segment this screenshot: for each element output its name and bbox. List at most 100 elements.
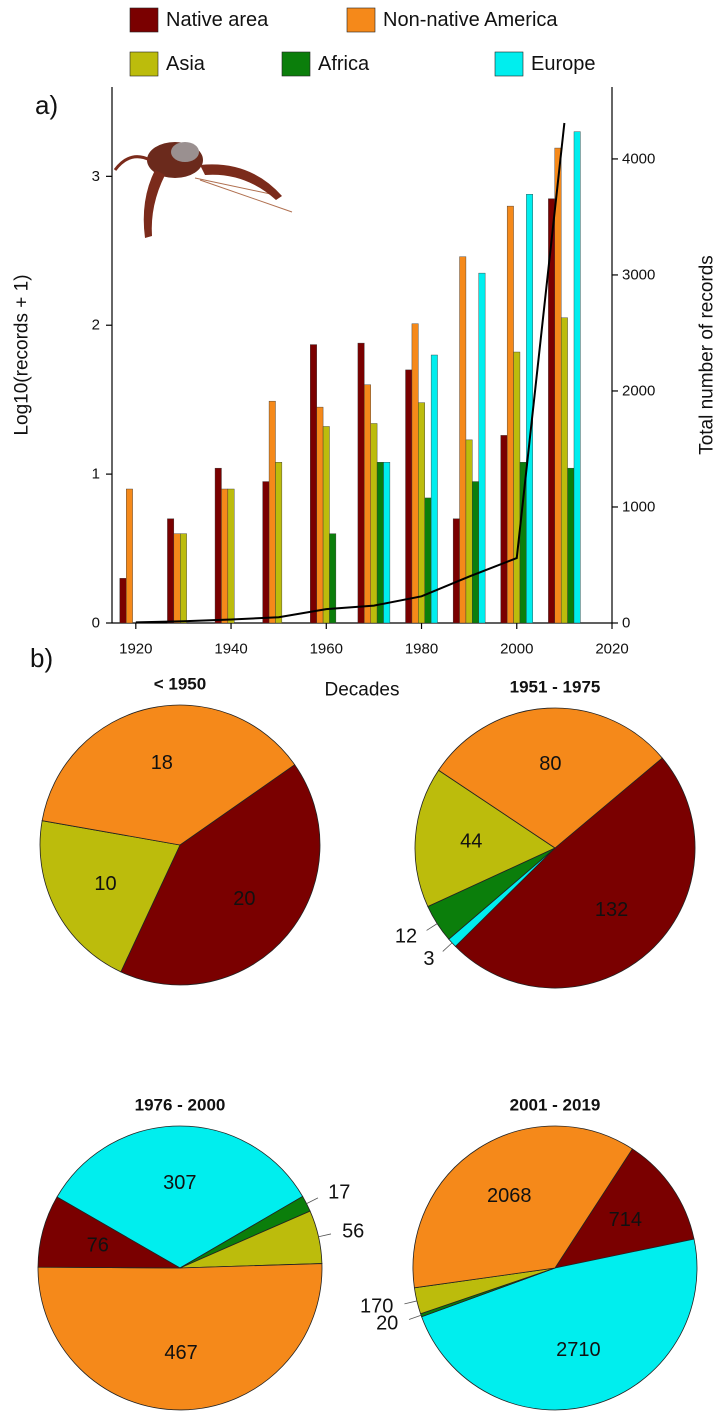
y2-tick-label: 1000 (622, 498, 655, 515)
pie-slice (421, 1238, 698, 1411)
leader-line (318, 1233, 332, 1238)
pie-slice (39, 820, 181, 973)
pie-value-label: 44 (460, 830, 482, 852)
bar (430, 354, 438, 624)
bar (465, 439, 473, 624)
pie-value-label: 132 (595, 899, 628, 921)
bar (180, 533, 187, 624)
legend-swatch (281, 51, 311, 77)
pie-slice (554, 1148, 695, 1269)
bar (554, 147, 562, 624)
legend-label: Europe (531, 53, 596, 75)
x-tick-label: 1920 (119, 641, 152, 658)
pie-value-label: 18 (151, 752, 173, 774)
leg (113, 155, 151, 171)
bar (322, 426, 330, 624)
legend-swatch (494, 51, 524, 77)
x-tick-label: 1940 (214, 641, 247, 658)
leader-line (426, 923, 438, 931)
pie-slice (438, 707, 663, 849)
legend-label: Non-native America (383, 9, 558, 31)
x-tick-label: 1960 (310, 641, 343, 658)
antenna (194, 177, 281, 197)
bar (357, 342, 365, 624)
crayfish-illustration (113, 142, 293, 238)
bar (376, 462, 384, 624)
bar (560, 317, 568, 624)
y2-tick-label: 3000 (622, 266, 655, 283)
leader-line (306, 1197, 319, 1205)
bar (472, 481, 479, 624)
pie-value-label: 3 (423, 948, 434, 970)
legend-swatch (129, 7, 159, 33)
y2-axis-label: Total number of records (697, 255, 718, 455)
pie-value-label: 56 (342, 1220, 364, 1242)
pie-value-label: 714 (609, 1209, 642, 1231)
x-axis-label: Decades (325, 680, 400, 701)
pie-value-label: 307 (163, 1172, 196, 1194)
bar (424, 497, 432, 624)
bar (316, 406, 324, 624)
y-tick-label: 0 (92, 615, 100, 632)
pie-slice (37, 1263, 323, 1411)
y-tick-label: 1 (92, 466, 100, 483)
pie-slice (56, 1125, 304, 1269)
bar (411, 323, 419, 624)
panel-label: b) (30, 643, 53, 673)
y-tick-label: 2 (92, 317, 100, 334)
x-tick-label: 1980 (405, 641, 438, 658)
pie-value-label: 76 (87, 1235, 109, 1257)
bar (478, 272, 486, 624)
pie-value-label: 2068 (487, 1185, 532, 1207)
bar (167, 518, 175, 624)
bar (573, 131, 581, 624)
bar (275, 462, 283, 624)
carapace (171, 142, 199, 162)
y2-tick-label: 2000 (622, 382, 655, 399)
pie-value-label: 20 (376, 1312, 398, 1334)
bar (221, 488, 229, 624)
pie-value-label: 467 (164, 1342, 197, 1364)
pie-title: 1976 - 2000 (135, 1096, 226, 1115)
bar (329, 533, 337, 624)
legend-label: Native area (166, 9, 269, 31)
legend-swatch (346, 7, 376, 33)
pie-slice (454, 757, 696, 989)
antenna (199, 179, 293, 213)
pie-slice (414, 769, 556, 908)
bar (214, 467, 222, 624)
pie-value-label: 20 (233, 888, 255, 910)
bar (383, 462, 391, 624)
y-tick-label: 3 (92, 168, 100, 185)
bar (268, 400, 276, 624)
leader-line (442, 942, 453, 952)
pie-title: 2001 - 2019 (510, 1096, 601, 1115)
legend-label: Africa (318, 53, 370, 75)
bar (310, 344, 317, 624)
pie-value-label: 2710 (556, 1339, 601, 1361)
pie-slice (412, 1125, 633, 1289)
bar (526, 193, 533, 624)
y2-tick-label: 4000 (622, 150, 655, 167)
pie-slice (37, 1196, 182, 1269)
pie-title: < 1950 (154, 675, 206, 694)
bar (459, 256, 467, 624)
bar (262, 481, 270, 624)
bar (452, 518, 460, 624)
total-records-line (135, 122, 566, 624)
x-tick-label: 2000 (500, 641, 533, 658)
pie-value-label: 12 (395, 925, 417, 947)
pie-value-label: 170 (360, 1296, 393, 1318)
bar (405, 369, 413, 624)
bar (513, 351, 521, 624)
y-axis-label: Log10(records + 1) (12, 274, 33, 435)
bar (500, 435, 508, 624)
bar (227, 488, 235, 624)
claw (143, 170, 165, 238)
bar (567, 467, 575, 624)
bar (370, 423, 378, 624)
pie-value-label: 10 (94, 873, 116, 895)
bar (418, 402, 425, 624)
legend-label: Asia (166, 53, 206, 75)
